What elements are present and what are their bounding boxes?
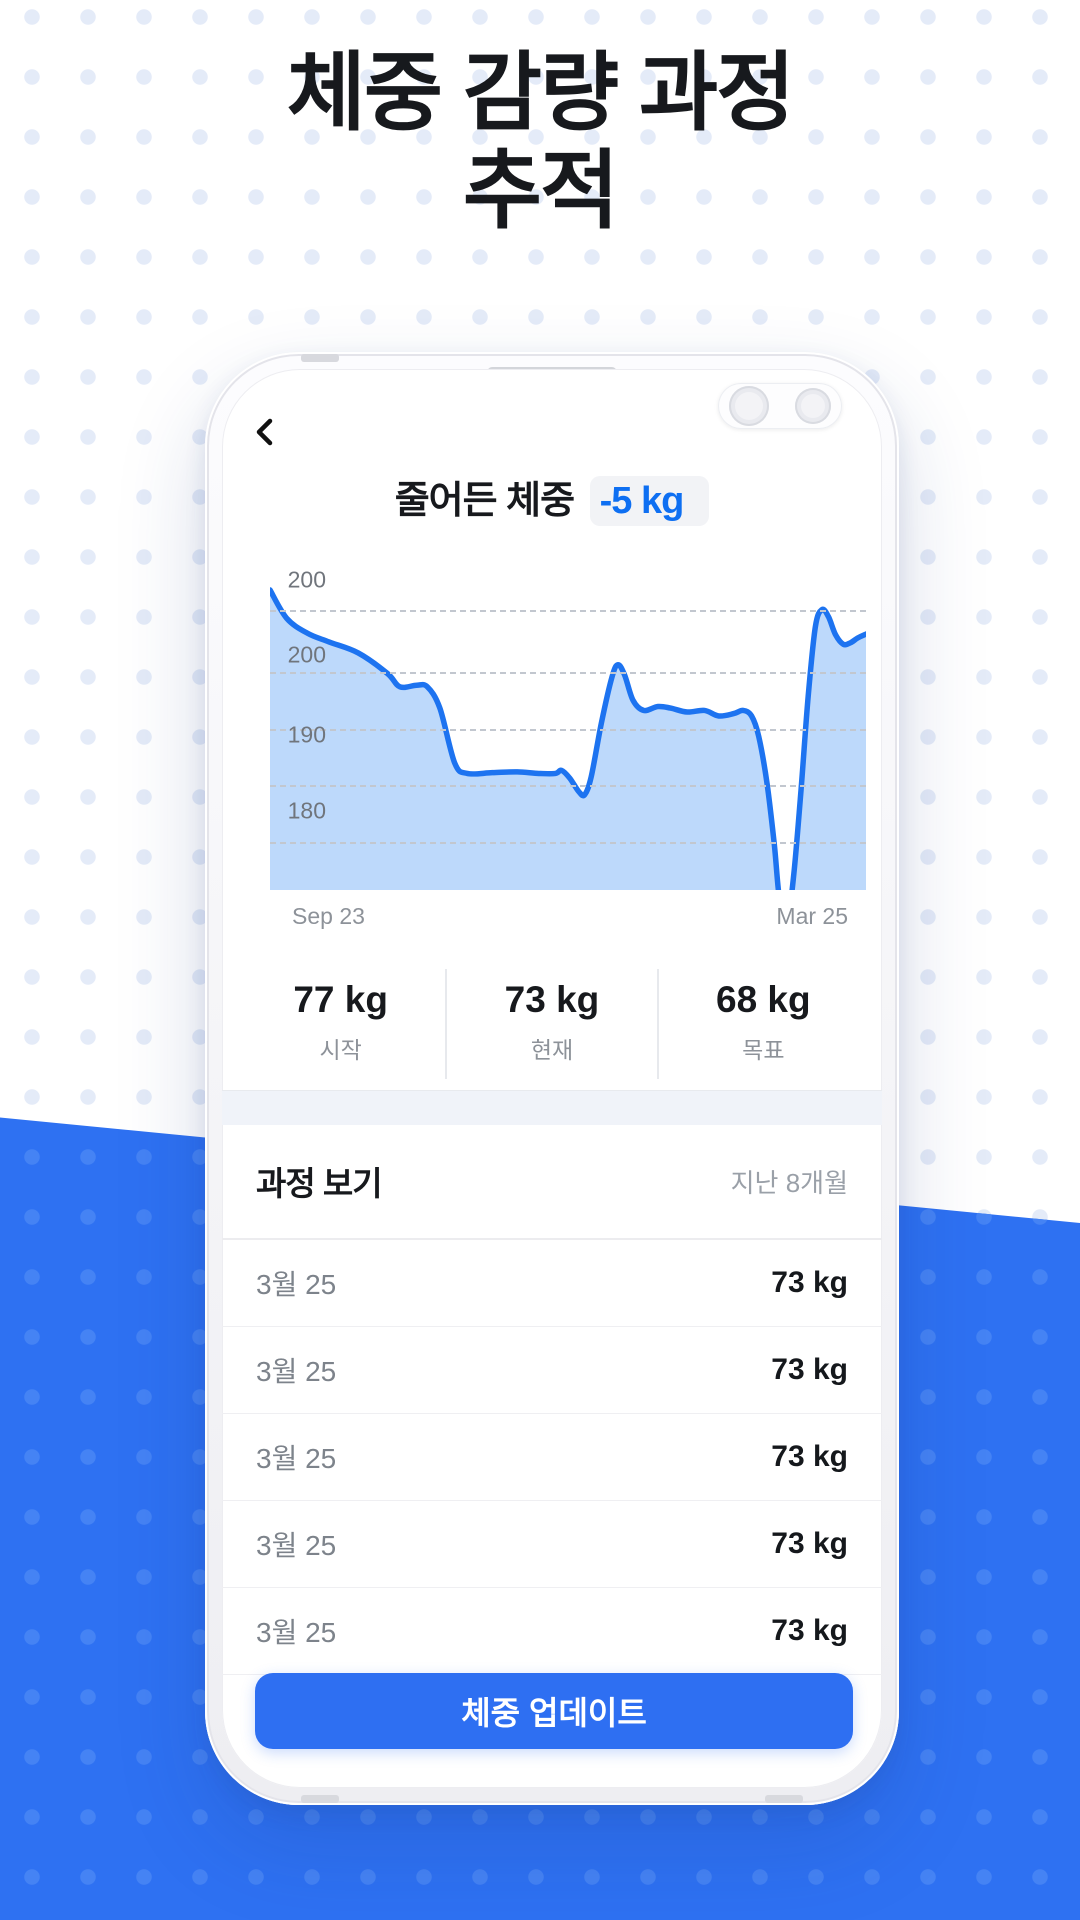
phone-mockup: 줄어든 체중 -5 kg Sep 23 Mar 25 200 200 190 180 …: [205, 352, 899, 1805]
phone-screen: 줄어든 체중 -5 kg Sep 23 Mar 25 200 200 190 180 …: [222, 369, 882, 1788]
x-tick-start: Sep 23: [292, 903, 365, 929]
row-date: 3월 25: [256, 1617, 337, 1648]
stat-goal-label: 목표: [742, 1037, 785, 1063]
row-weight: 73 kg: [771, 1440, 848, 1473]
chart-y-tick: 190: [287, 721, 326, 748]
weight-chart-svg: [270, 575, 866, 890]
row-date: 3월 25: [256, 1530, 337, 1561]
stat-current: 73 kg 현재: [445, 969, 656, 1079]
stat-goal: 68 kg 목표: [656, 969, 868, 1079]
phone-antenna-band: [765, 1795, 803, 1803]
row-date: 3월 25: [256, 1356, 337, 1387]
stat-current-value: 73 kg: [504, 979, 600, 1020]
chevron-left-icon: [256, 418, 273, 446]
chart-gridline: [270, 671, 866, 674]
row-date: 3월 25: [256, 1443, 337, 1474]
history-period[interactable]: 지난 8개월: [730, 1167, 848, 1198]
row-weight: 73 kg: [771, 1353, 848, 1386]
weight-stats: 77 kg 시작 73 kg 현재 68 kg 목표: [222, 969, 882, 1079]
history-header: 과정 보기 지난 8개월: [222, 1124, 882, 1240]
camera-lens-icon: [795, 388, 831, 424]
update-weight-button[interactable]: 체중 업데이트: [255, 1673, 853, 1749]
screen-header: 줄어든 체중 -5 kg: [222, 469, 882, 526]
chart-gridline: [270, 609, 866, 612]
back-button[interactable]: [248, 415, 282, 449]
camera-lens-icon: [729, 386, 769, 426]
row-weight: 73 kg: [771, 1527, 848, 1560]
chart-plot-area: [270, 575, 866, 890]
weight-chart: Sep 23 Mar 25 200 200 190 180: [222, 566, 882, 930]
chart-line: [270, 590, 866, 890]
page-title: 체중 감량 과정 추적: [0, 44, 1080, 240]
history-title: 과정 보기: [256, 1165, 383, 1202]
history-row[interactable]: 3월 25 73 kg: [222, 1414, 882, 1501]
history-row[interactable]: 3월 25 73 kg: [222, 1501, 882, 1588]
chart-gridline: [270, 785, 866, 788]
history-row[interactable]: 3월 25 73 kg: [222, 1588, 882, 1675]
x-tick-end: Mar 25: [776, 903, 848, 929]
chart-gridline: [270, 841, 866, 844]
stat-start-value: 77 kg: [293, 979, 388, 1020]
camera-pill: [718, 383, 842, 429]
stat-current-label: 현재: [530, 1037, 574, 1063]
row-weight: 73 kg: [771, 1614, 848, 1647]
page-title-line2: 추적: [462, 143, 619, 240]
stat-start: 77 kg 시작: [236, 969, 445, 1079]
stat-start-label: 시작: [319, 1037, 362, 1063]
chart-y-tick: 180: [287, 797, 326, 824]
phone-antenna-band: [301, 1795, 339, 1803]
history-row[interactable]: 3월 25 73 kg: [222, 1240, 882, 1327]
page-title-line1: 체중 감량 과정: [286, 45, 796, 141]
chart-gridline: [270, 728, 866, 731]
section-separator: [222, 1090, 882, 1125]
row-weight: 73 kg: [771, 1266, 848, 1299]
chart-area-fill: [270, 589, 866, 890]
chart-y-tick: 200: [287, 566, 326, 593]
stat-goal-value: 68 kg: [716, 979, 811, 1020]
row-date: 3월 25: [256, 1269, 337, 1300]
history-row[interactable]: 3월 25 73 kg: [222, 1327, 882, 1414]
lost-weight-value: -5 kg: [589, 476, 710, 526]
chart-y-tick: 200: [287, 641, 326, 668]
chart-x-axis: Sep 23 Mar 25: [270, 903, 866, 930]
phone-antenna-band: [301, 354, 339, 362]
lost-weight-label: 줄어든 체중: [394, 480, 575, 522]
history-list: 3월 25 73 kg 3월 25 73 kg 3월 25 73 kg 3월 2…: [222, 1240, 882, 1675]
